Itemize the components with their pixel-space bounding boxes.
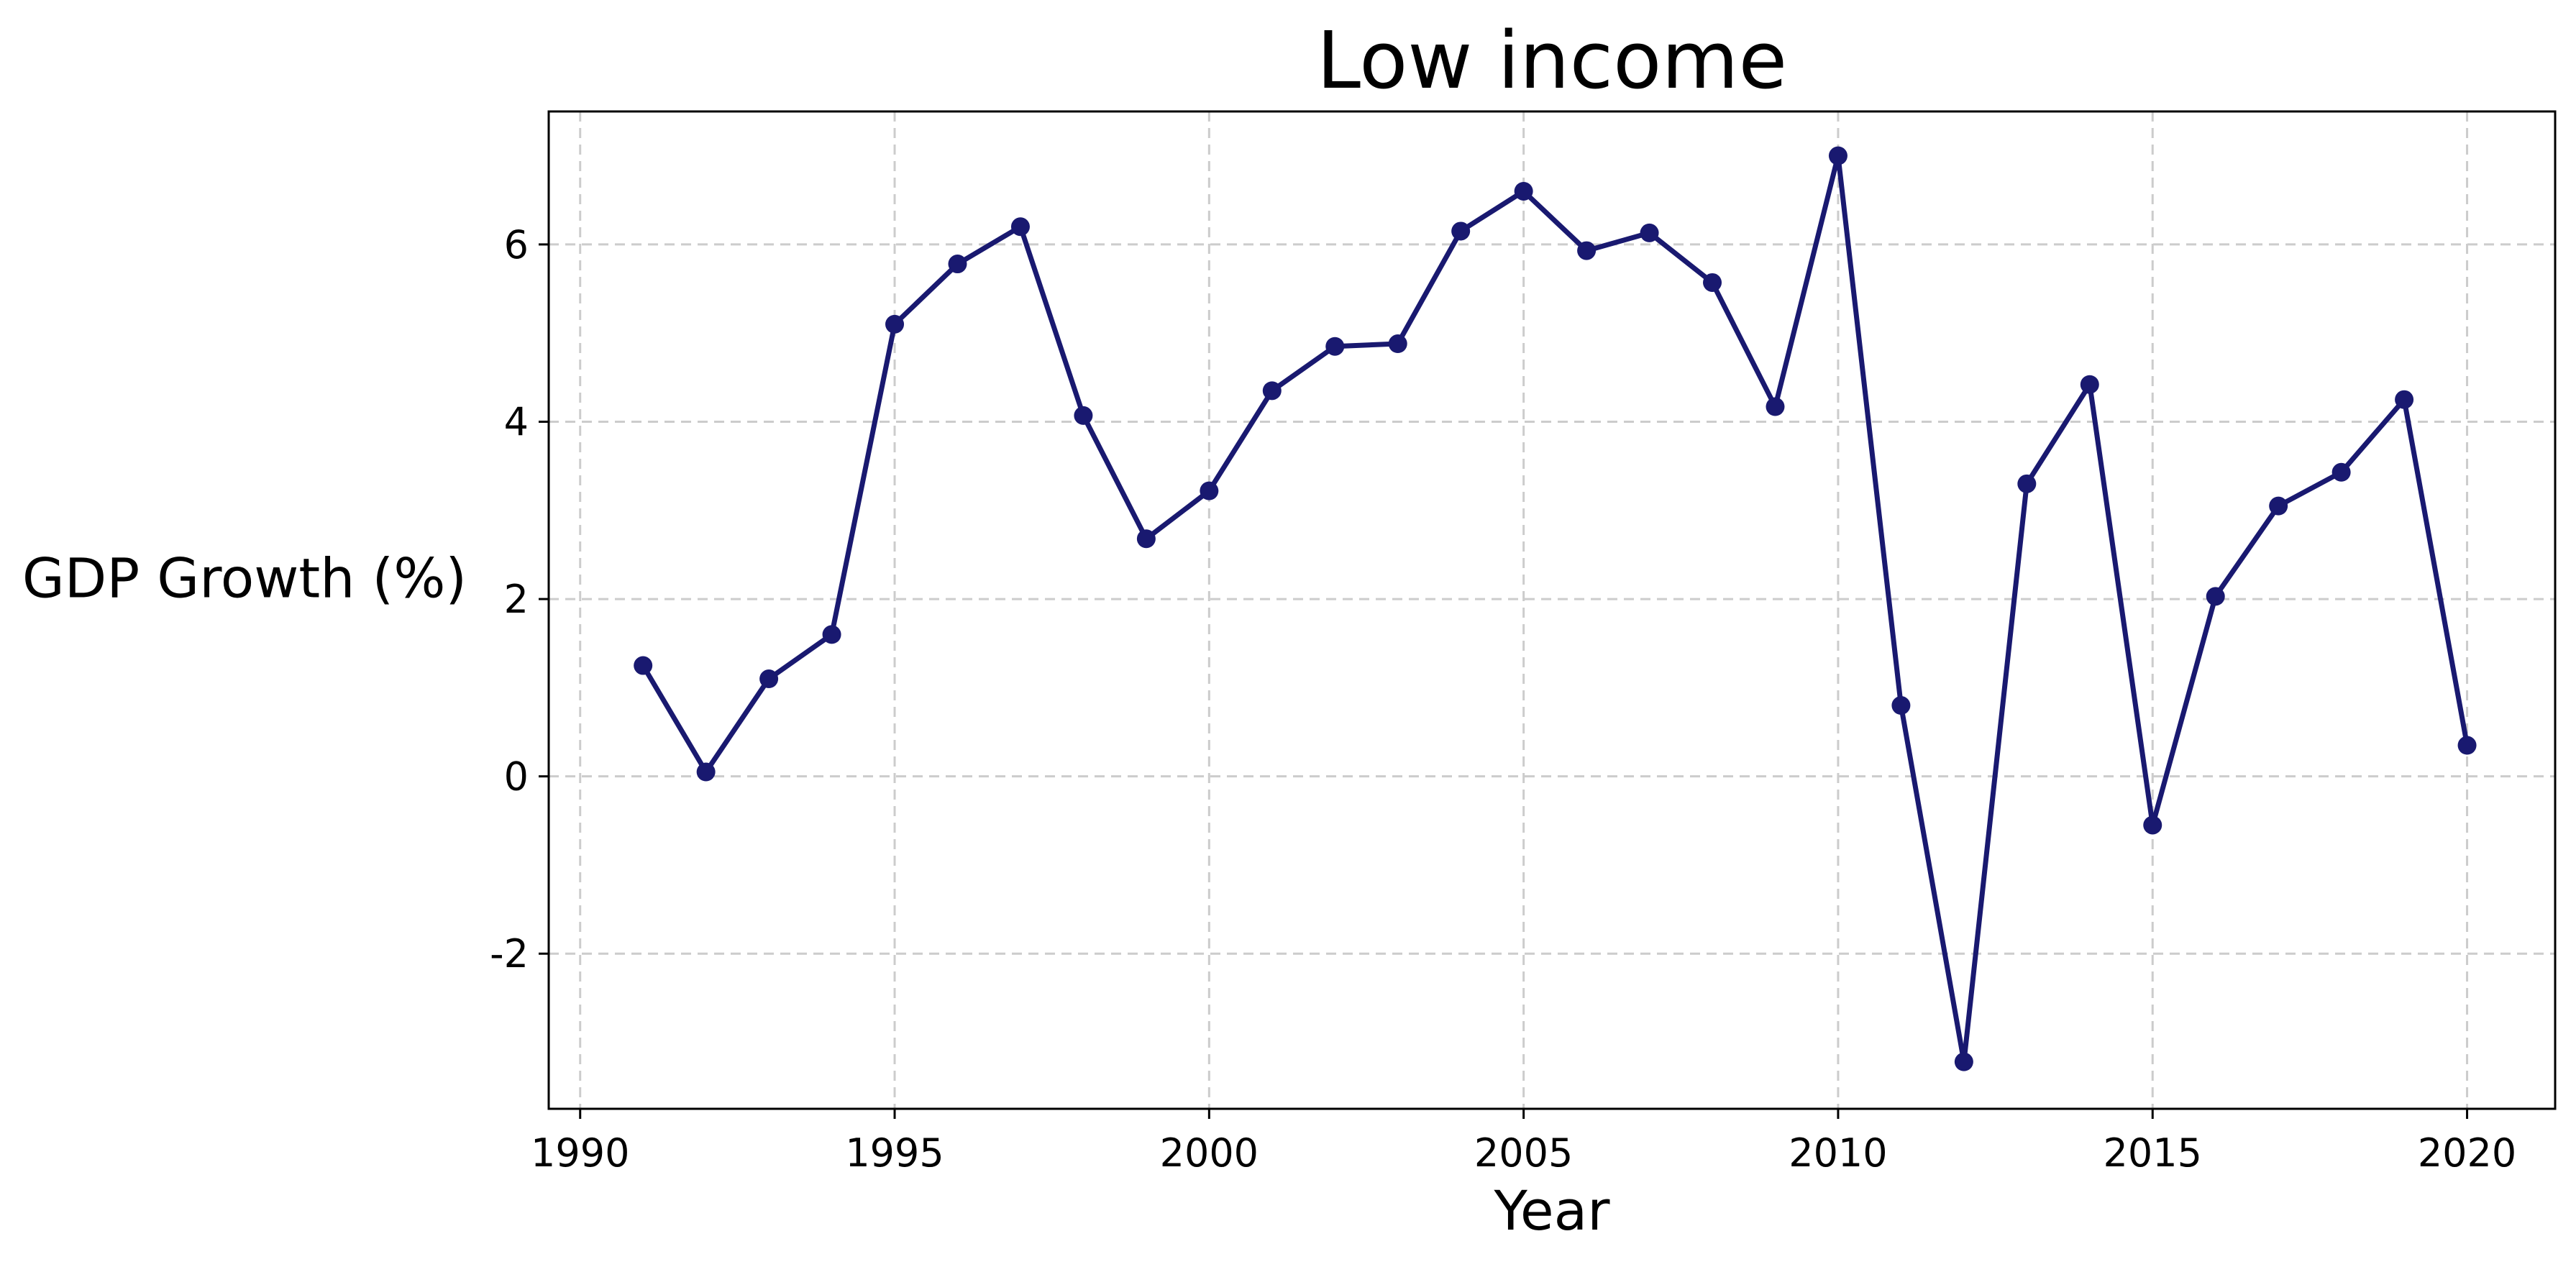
data-point <box>1388 334 1407 354</box>
data-point <box>822 625 841 644</box>
data-point <box>1325 337 1345 356</box>
data-point <box>1262 381 1282 401</box>
data-point <box>1010 217 1030 237</box>
y-tick-label: 2 <box>504 577 529 622</box>
data-point <box>1954 1052 1973 1071</box>
data-point <box>1074 406 1093 425</box>
data-point <box>2206 587 2225 606</box>
data-point <box>2331 462 2351 482</box>
y-tick-label: 6 <box>504 222 529 267</box>
data-point <box>696 762 716 782</box>
data-point <box>2143 815 2162 835</box>
data-point <box>1766 397 1785 416</box>
x-tick-label: 2000 <box>1160 1130 1259 1176</box>
y-axis-label: GDP Growth (%) <box>22 546 467 610</box>
data-point <box>2269 496 2288 516</box>
data-point <box>2080 375 2099 394</box>
data-point <box>2017 474 2037 493</box>
data-point <box>885 314 905 334</box>
data-series <box>634 146 2477 1071</box>
axis-ticks: 1990 1995 2000 2005 2010 2015 2020 -2 0 2 4 6 <box>490 222 2516 1176</box>
data-point <box>1891 696 1911 715</box>
x-tick-label: 2010 <box>1789 1130 1887 1176</box>
y-tick-label: 0 <box>504 754 529 800</box>
y-tick-label: -2 <box>490 931 529 976</box>
data-point <box>1577 241 1597 260</box>
x-tick-label: 1990 <box>531 1130 629 1176</box>
data-point <box>1828 146 1847 165</box>
data-point <box>948 255 967 274</box>
chart-title: Low income <box>1317 14 1787 106</box>
data-point <box>759 669 779 689</box>
plot-area-frame <box>547 110 2557 1110</box>
data-point <box>1514 181 1533 201</box>
data-point <box>1703 273 1722 292</box>
x-tick-label: 2020 <box>2418 1130 2516 1176</box>
series-line <box>640 153 2470 1065</box>
data-point <box>2457 736 2477 755</box>
data-point <box>1200 481 1219 500</box>
data-point <box>634 656 653 675</box>
x-axis-label: Year <box>1494 1179 1611 1243</box>
x-tick-label: 1995 <box>845 1130 944 1176</box>
data-point <box>1451 221 1471 241</box>
data-point <box>1640 223 1659 242</box>
x-tick-label: 2015 <box>2104 1130 2202 1176</box>
y-tick-label: 4 <box>504 400 529 445</box>
x-tick-label: 2005 <box>1474 1130 1573 1176</box>
data-point <box>2395 390 2414 409</box>
data-point <box>1136 529 1156 549</box>
